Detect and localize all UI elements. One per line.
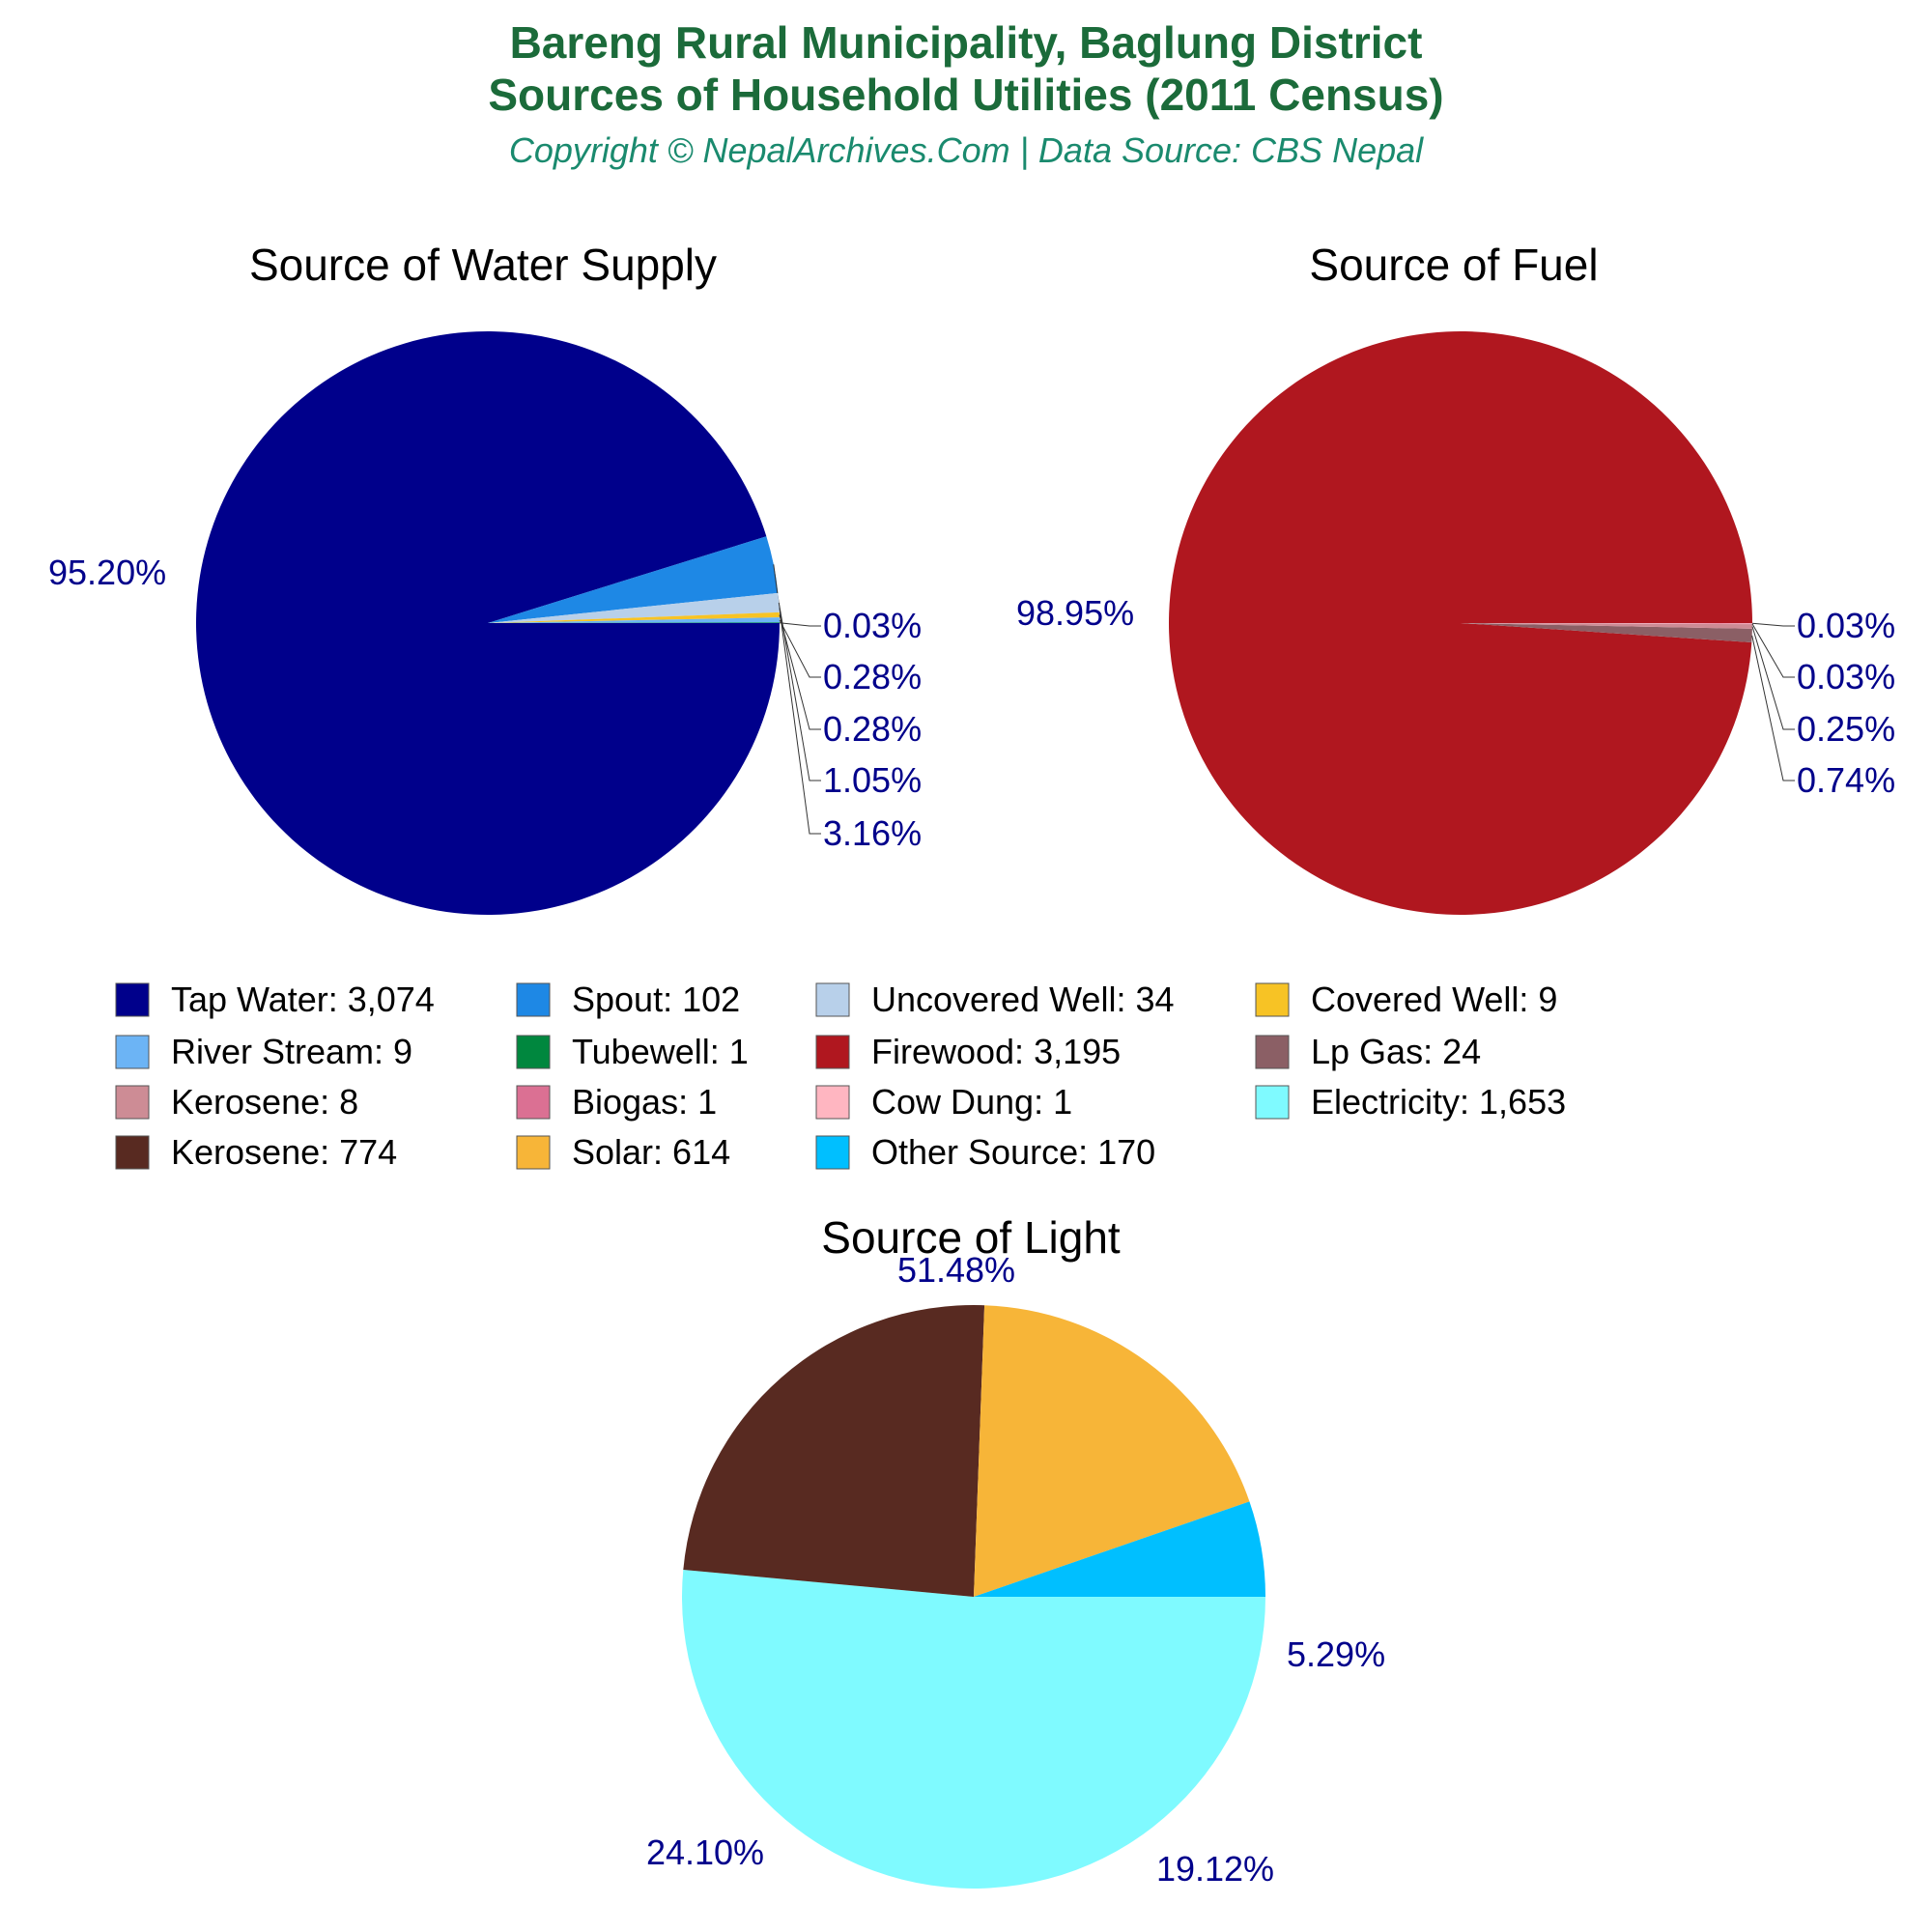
legend-label: Cow Dung: 1 <box>871 1082 1072 1122</box>
light-slice-electricity <box>682 1569 1265 1889</box>
water-leader-spout <box>773 564 821 835</box>
legend-item: Uncovered Well: 34 <box>815 980 1175 1019</box>
pie-charts: 95.20% 3.16% 1.05% 0.28% 0.28% 0.03% 98.95% 0.7… <box>48 330 1895 1889</box>
legend-item: River Stream: 9 <box>115 1032 412 1071</box>
water-slice-tap-water <box>196 330 781 915</box>
legend-swatch <box>1255 1085 1290 1120</box>
legend-item: Spout: 102 <box>516 980 740 1019</box>
legend-label: Firewood: 3,195 <box>871 1032 1121 1071</box>
water-pct-label-tubewell: 0.03% <box>823 606 922 645</box>
legend-item: Biogas: 1 <box>516 1082 717 1122</box>
water-pct-label-covered-well: 0.28% <box>823 709 922 749</box>
legend-label: Tap Water: 3,074 <box>171 980 435 1019</box>
light-pct-label-kerosene: 24.10% <box>646 1833 764 1872</box>
legend-swatch <box>815 1085 850 1120</box>
legend-label: Electricity: 1,653 <box>1311 1082 1566 1122</box>
legend-item: Electricity: 1,653 <box>1255 1082 1566 1122</box>
water-slice-spout <box>488 536 779 623</box>
legend-item: Kerosene: 774 <box>115 1132 397 1172</box>
legend-label: Solar: 614 <box>572 1132 730 1172</box>
legend-label: Lp Gas: 24 <box>1311 1032 1481 1071</box>
fuel-pct-label-firewood: 98.95% <box>1016 593 1134 633</box>
legend-swatch <box>115 1135 150 1170</box>
legend-swatch <box>815 982 850 1017</box>
legend-swatch <box>1255 982 1290 1017</box>
light-chart-title: Source of Light <box>821 1212 1121 1263</box>
legend-label: Kerosene: 8 <box>171 1082 358 1122</box>
water-chart-title: Source of Water Supply <box>249 240 717 290</box>
light-pct-label-other-source: 5.29% <box>1287 1634 1385 1674</box>
fuel-pct-label-cow-dung: 0.03% <box>1797 606 1895 645</box>
legend-item: Covered Well: 9 <box>1255 980 1557 1019</box>
legend-label: Other Source: 170 <box>871 1132 1155 1172</box>
legend-swatch <box>815 1135 850 1170</box>
water-pct-label-river-stream: 0.28% <box>823 657 922 696</box>
legend-item: Kerosene: 8 <box>115 1082 358 1122</box>
water-slice-covered-well <box>488 611 780 623</box>
legend-label: Uncovered Well: 34 <box>871 980 1175 1019</box>
water-pie: 95.20% 3.16% 1.05% 0.28% 0.28% 0.03% <box>48 330 922 915</box>
light-slice-kerosene <box>683 1304 985 1597</box>
legend-item: Other Source: 170 <box>815 1132 1155 1172</box>
fuel-leader-lp-gas <box>1751 635 1795 781</box>
water-leader-tubewell <box>779 622 821 627</box>
light-pct-label-solar: 19.12% <box>1156 1849 1274 1889</box>
figure-subtitle: Copyright © NepalArchives.Com | Data Sou… <box>509 130 1424 170</box>
legend-label: River Stream: 9 <box>171 1032 412 1071</box>
light-pct-label-electricity: 51.48% <box>897 1250 1015 1290</box>
legend-swatch <box>115 1085 150 1120</box>
fuel-slice-cow-dung <box>1461 623 1753 624</box>
fuel-leader-cow-dung <box>1751 622 1795 627</box>
legend-item: Tap Water: 3,074 <box>115 980 435 1019</box>
legend-swatch <box>815 1035 850 1069</box>
legend-item: Solar: 614 <box>516 1132 730 1172</box>
legend-label: Biogas: 1 <box>572 1082 717 1122</box>
figure-title-line2: Sources of Household Utilities (2011 Cen… <box>488 70 1443 120</box>
water-leader-uncovered-well <box>778 602 821 781</box>
legend-swatch <box>115 1035 150 1069</box>
light-slice-other-source <box>974 1501 1265 1597</box>
water-slice-river-stream <box>488 617 780 623</box>
water-slice-uncovered-well <box>488 592 780 623</box>
fuel-slice-kerosene <box>1461 623 1752 629</box>
legend-swatch <box>516 982 551 1017</box>
legend-item: Firewood: 3,195 <box>815 1032 1121 1071</box>
legend-swatch <box>516 1085 551 1120</box>
water-pct-label-uncovered-well: 1.05% <box>823 760 922 800</box>
legend-label: Spout: 102 <box>572 980 740 1019</box>
fuel-leader-kerosene <box>1751 626 1795 730</box>
legend-swatch <box>1255 1035 1290 1069</box>
water-leader-river-stream <box>779 619 821 678</box>
water-leader-covered-well <box>779 614 821 730</box>
fuel-slice-lp-gas <box>1461 623 1752 642</box>
water-pct-label-tap-water: 95.20% <box>48 553 166 592</box>
legend-item: Cow Dung: 1 <box>815 1082 1072 1122</box>
legend-label: Tubewell: 1 <box>572 1032 749 1071</box>
fuel-pct-label-lp-gas: 0.74% <box>1797 760 1895 800</box>
fuel-pie: 98.95% 0.74% 0.25% 0.03% 0.03% <box>1016 331 1895 916</box>
fuel-pct-label-kerosene: 0.25% <box>1797 709 1895 749</box>
legend-swatch <box>115 982 150 1017</box>
legend-label: Covered Well: 9 <box>1311 980 1557 1019</box>
water-slice-tubewell <box>488 622 781 623</box>
light-pie: 51.48% 24.10% 19.12% 5.29% <box>646 1250 1385 1889</box>
fuel-chart-title: Source of Fuel <box>1309 240 1598 290</box>
legend: Tap Water: 3,074 Spout: 102 Uncovered Well… <box>115 980 1566 1172</box>
fuel-slice-firewood <box>1169 331 1752 916</box>
water-pct-label-spout: 3.16% <box>823 813 922 853</box>
legend-swatch <box>516 1035 551 1069</box>
legend-swatch <box>516 1135 551 1170</box>
legend-item: Tubewell: 1 <box>516 1032 749 1071</box>
fuel-slice-biogas <box>1461 623 1753 625</box>
figure-title-line1: Bareng Rural Municipality, Baglung Distr… <box>510 17 1423 68</box>
fuel-leader-biogas <box>1751 623 1795 678</box>
fuel-pct-label-biogas: 0.03% <box>1797 657 1895 696</box>
legend-label: Kerosene: 774 <box>171 1132 397 1172</box>
light-slice-solar <box>974 1305 1250 1597</box>
legend-item: Lp Gas: 24 <box>1255 1032 1481 1071</box>
